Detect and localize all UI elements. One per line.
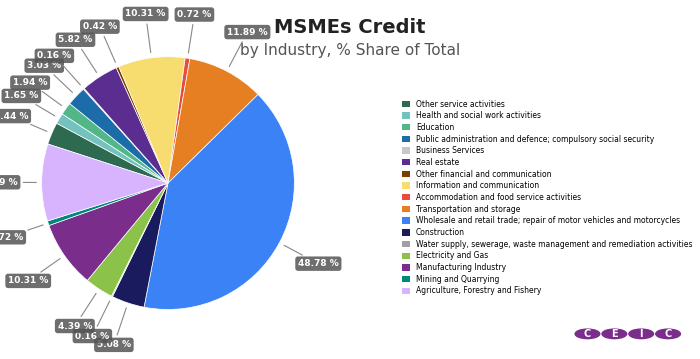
Text: I: I [640,329,643,339]
Text: 0.72 %: 0.72 % [177,10,211,53]
Wedge shape [119,57,186,183]
Text: 0.72 %: 0.72 % [0,225,43,242]
Wedge shape [48,183,168,225]
Text: 10.31 %: 10.31 % [8,258,60,285]
Wedge shape [144,94,295,309]
Text: 3.03 %: 3.03 % [27,61,73,93]
Text: 1.65 %: 1.65 % [4,92,55,116]
Wedge shape [83,88,168,183]
Text: 0.42 %: 0.42 % [83,22,117,62]
Text: 0.16 %: 0.16 % [37,51,80,85]
Text: 48.78 %: 48.78 % [284,245,339,268]
Wedge shape [168,59,258,183]
Text: E: E [611,329,617,339]
Text: 1.94 %: 1.94 % [13,78,62,106]
Text: 11.89 %: 11.89 % [227,28,267,66]
Text: 10.31 %: 10.31 % [125,9,166,52]
Text: 5.82 %: 5.82 % [58,35,97,73]
Circle shape [656,329,680,339]
Wedge shape [49,183,168,280]
Wedge shape [88,183,168,296]
Wedge shape [168,58,190,183]
Legend: Other service activities, Health and social work activities, Education, Public a: Other service activities, Health and soc… [398,96,696,299]
Wedge shape [48,123,168,183]
Text: 3.44 %: 3.44 % [0,112,47,131]
Text: 0.16 %: 0.16 % [76,301,110,340]
Text: C: C [664,329,672,339]
Wedge shape [57,114,168,183]
Circle shape [575,329,600,339]
Circle shape [602,329,626,339]
Circle shape [629,329,654,339]
Wedge shape [84,68,168,183]
Wedge shape [41,144,168,221]
Wedge shape [111,183,168,297]
Wedge shape [116,67,168,183]
Wedge shape [70,89,168,183]
Text: by Industry, % Share of Total: by Industry, % Share of Total [240,43,460,58]
Text: C: C [584,329,591,339]
Wedge shape [113,183,168,307]
Text: 11.89 %: 11.89 % [0,178,36,187]
Wedge shape [62,104,168,183]
Text: MSMEs Credit: MSMEs Credit [274,18,426,37]
Text: 4.39 %: 4.39 % [57,293,96,331]
Text: 5.08 %: 5.08 % [97,308,131,349]
